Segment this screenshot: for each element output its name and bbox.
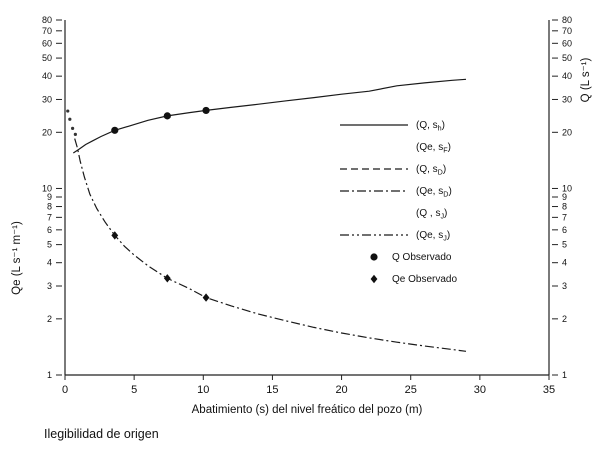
x-tick-label: 15 <box>266 384 278 396</box>
y-tick-label-right: 5 <box>562 240 567 250</box>
observed-qe-point <box>111 231 119 240</box>
legend: (Q, sh) (Qe, sF) (Q, sD) (Qe, sD) (Q , sJ) (Q… <box>340 120 457 285</box>
cluster-mark <box>73 132 77 136</box>
y-tick-label-right: 60 <box>562 38 572 48</box>
y-tick-label-left: 6 <box>47 225 52 235</box>
y-tick-label-right: 7 <box>562 212 567 222</box>
y-tick-label-right: 30 <box>562 94 572 104</box>
y-tick-label-left: 20 <box>42 127 52 137</box>
legend-label: (Q , sJ) <box>416 208 447 221</box>
figure-caption: Ilegibilidad de origen <box>44 427 159 441</box>
y-axis-label-left: Qe (L s⁻¹ m⁻¹) <box>11 221 23 295</box>
cluster-mark <box>66 109 70 113</box>
legend-label: (Q, sD) <box>416 164 446 177</box>
y-tick-label-left: 30 <box>42 94 52 104</box>
x-tick-label: 30 <box>474 384 486 396</box>
cluster-mark <box>71 126 75 130</box>
observed-qe-point <box>163 274 171 283</box>
observed-q-point <box>163 112 171 120</box>
x-axis-label: Abatimiento (s) del nivel freático del p… <box>192 404 423 416</box>
y-tick-label-right: 80 <box>562 15 572 25</box>
legend-label: (Qe, sF) <box>416 142 451 155</box>
y-tick-label-right: 40 <box>562 71 572 81</box>
y-tick-label-left: 4 <box>47 258 52 268</box>
series-curve-0 <box>72 78 467 154</box>
y-tick-label-left: 40 <box>42 71 52 81</box>
x-tick-label: 10 <box>197 384 209 396</box>
y-tick-label-right: 9 <box>562 192 567 202</box>
y-tick-label-left: 9 <box>47 192 52 202</box>
y-tick-label-left: 8 <box>47 202 52 212</box>
legend-label: (Q, sh) <box>416 120 445 133</box>
y-tick-label-right: 4 <box>562 258 567 268</box>
pumping-test-chart-figure: 1 1 2 2 3 3 4 4 5 5 6 6 7 7 8 8 9 9 10 10 20 20 30 30 40 40 50 50 60… <box>11 15 592 416</box>
x-tick-label: 20 <box>335 384 347 396</box>
y-tick-label-left: 80 <box>42 15 52 25</box>
x-tick-label: 0 <box>62 384 68 396</box>
y-tick-label-left: 7 <box>47 212 52 222</box>
y-tick-label-left: 3 <box>47 281 52 291</box>
y-tick-label-right: 70 <box>562 26 572 36</box>
observed-q-point <box>111 126 119 134</box>
x-tick-label: 5 <box>131 384 137 396</box>
x-tick-label: 35 <box>543 384 555 396</box>
series-curve-1 <box>74 138 467 352</box>
y-tick-label-left: 2 <box>47 314 52 324</box>
legend-label: Qe Observado <box>392 274 457 285</box>
y-tick-label-left: 70 <box>42 26 52 36</box>
legend-label: (Qe, sD) <box>416 186 452 199</box>
observed-q-point <box>202 106 210 115</box>
legend-label: Q Observado <box>392 252 452 263</box>
legend-label: (Qe, sJ) <box>416 230 450 243</box>
y-tick-label-right: 1 <box>562 370 567 380</box>
legend-diamond-marker-icon <box>370 274 378 284</box>
y-tick-label-left: 5 <box>47 240 52 250</box>
y-tick-label-right: 3 <box>562 281 567 291</box>
legend-circle-marker-icon <box>370 253 378 261</box>
y-tick-label-right: 6 <box>562 225 567 235</box>
y-tick-label-left: 60 <box>42 38 52 48</box>
y-tick-label-right: 8 <box>562 202 567 212</box>
y-tick-label-right: 20 <box>562 127 572 137</box>
y-axis-label-right: Q (L s⁻¹) <box>580 58 592 103</box>
y-tick-label-left: 50 <box>42 53 52 63</box>
y-tick-label-right: 10 <box>562 183 572 193</box>
y-tick-label-right: 50 <box>562 53 572 63</box>
cluster-mark <box>68 117 72 121</box>
observed-qe-point <box>202 293 210 302</box>
x-tick-label: 25 <box>405 384 417 396</box>
y-tick-label-left: 1 <box>47 370 52 380</box>
y-tick-label-right: 2 <box>562 314 567 324</box>
y-tick-label-left: 10 <box>42 183 52 193</box>
